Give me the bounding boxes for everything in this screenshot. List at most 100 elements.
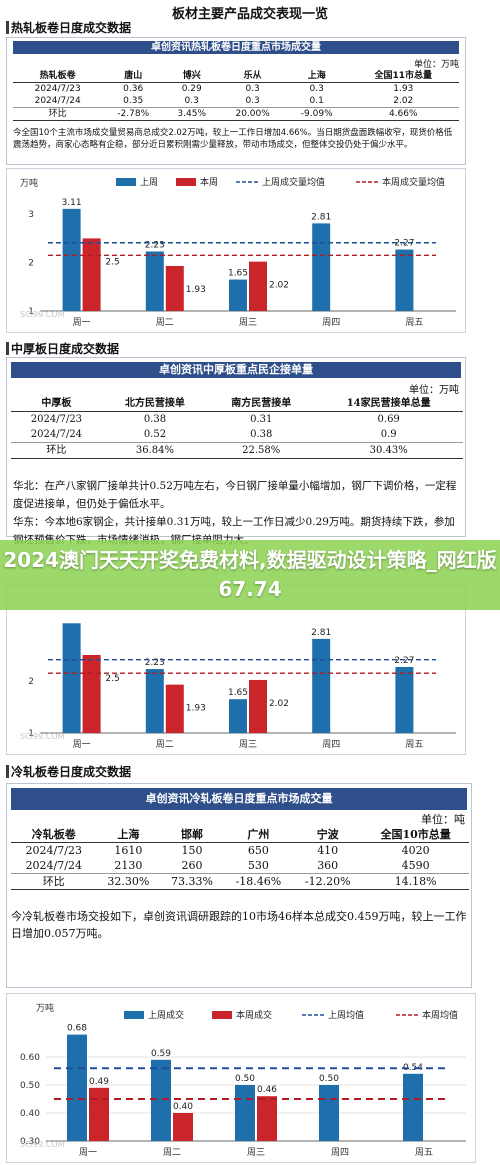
cell: 20.00%	[219, 107, 286, 121]
cell: 14.18%	[362, 873, 469, 890]
legend-label: 本周成交量均值	[382, 176, 445, 188]
table-row: 2024/7/24 2130 260 530 360 4590	[11, 858, 469, 874]
bar-this-week	[173, 1113, 193, 1141]
x-tick-label: 周四	[331, 1147, 349, 1158]
x-tick-label: 周三	[239, 739, 257, 750]
y-axis-label: 万吨	[20, 177, 38, 189]
cell: 2024/7/23	[25, 844, 82, 857]
data-label: 1.93	[186, 285, 206, 295]
mid-table-header: 中厚板 北方民营接单 南方民营接单 14家民营接单总量	[11, 396, 463, 412]
data-label: 1.93	[186, 704, 206, 714]
cell: -2.78%	[102, 107, 165, 121]
legend-label: 上周成交	[148, 1009, 184, 1021]
cell: 0.3	[309, 84, 324, 94]
watermark-logo: SCI99.COM	[20, 732, 65, 741]
x-tick-label: 周一	[73, 317, 91, 328]
data-label: 2.5	[105, 674, 119, 684]
cell: 环比	[11, 873, 97, 890]
data-label: 0.59	[151, 1049, 171, 1059]
cell: 0.1	[309, 96, 324, 106]
data-label: 2.02	[269, 699, 289, 709]
bar-last-week	[67, 1034, 87, 1141]
cell: -9.09%	[285, 107, 348, 121]
hot-unit: 单位：万吨	[413, 60, 459, 70]
bar-last-week	[62, 208, 81, 311]
cell: 1610	[114, 843, 143, 857]
bar-last-week	[229, 279, 247, 311]
y-tick-label: 0.50	[20, 1081, 40, 1091]
data-label: 3.11	[62, 198, 82, 208]
y-axis-label: 万吨	[36, 1002, 54, 1014]
cell: 0.38	[250, 428, 273, 440]
hot-th: 博兴	[164, 70, 220, 83]
cell: 260	[181, 858, 203, 872]
data-label: 1.65	[228, 688, 248, 698]
mid-th: 北方民营接单	[101, 396, 209, 412]
hot-th: 乐从	[219, 70, 286, 83]
legend-swatch	[212, 1011, 232, 1019]
cell: 32.30%	[96, 873, 161, 890]
cell: 0.69	[377, 413, 400, 425]
x-tick-label: 周五	[405, 739, 423, 750]
table-row: 环比 -2.78% 3.45% 20.00% -9.09% 4.66%	[13, 107, 459, 121]
legend-label: 本周	[200, 176, 218, 188]
watermark-logo: SCI99.COM	[20, 1140, 65, 1149]
table-row: 2024/7/23 0.36 0.29 0.3 0.3 1.93	[13, 83, 459, 96]
page-title: 板材主要产品成交表现一览	[171, 7, 328, 22]
mid-section-title: 中厚板日度成交数据	[11, 342, 120, 356]
y-tick-label: 3	[28, 210, 34, 220]
cell: 环比	[11, 442, 102, 459]
y-tick-label: 2	[28, 259, 34, 269]
cell: -12.20%	[293, 873, 363, 890]
cell: 22.58%	[208, 442, 315, 459]
hot-table-title: 卓创资讯热轧板卷日度重点市场成交量	[13, 41, 459, 54]
data-label: 2.27	[394, 239, 414, 249]
data-label: 0.68	[67, 1024, 87, 1034]
cold-section-title: 冷轧板卷日度成交数据	[11, 765, 132, 779]
bar-last-week	[145, 251, 164, 311]
bar-last-week	[145, 669, 164, 733]
hot-section-title: 热轧板卷日度成交数据	[11, 21, 132, 35]
bar-last-week	[312, 638, 331, 733]
table-row: 2024/7/23 0.38 0.31 0.69	[11, 412, 463, 428]
mid-table-card: 卓创资讯中厚板重点民企接单量 单位：万吨 中厚板 北方民营接单 南方民营接单 1…	[6, 357, 466, 546]
bar-this-week	[82, 238, 101, 311]
cell: 530	[247, 858, 269, 872]
cold-table-card: 卓创资讯冷轧板卷日度重点市场成交量 单位：吨 冷轧板卷 上海 邯郸 广州 宁波 …	[6, 783, 472, 988]
mid-table: 中厚板 北方民营接单 南方民营接单 14家民营接单总量 2024/7/23 0.3…	[11, 396, 463, 459]
cold-th: 邯郸	[160, 827, 224, 843]
x-tick-label: 周二	[156, 317, 174, 328]
data-label: 0.49	[89, 1077, 109, 1087]
cell: 0.3	[245, 96, 260, 106]
cell: 0.38	[143, 413, 167, 425]
bar-this-week	[165, 684, 184, 733]
cell: 73.33%	[160, 873, 224, 890]
data-label: 2.5	[105, 257, 119, 267]
mid-chart: 1 2 周一 2.5 周二 2.23 1.93 周三 1.65 2.02 周四 2.81 周五 2.27 S…	[6, 585, 466, 755]
data-label: 2.02	[269, 281, 289, 291]
y-tick-label: 1	[28, 729, 34, 739]
y-tick-label: 0.40	[20, 1109, 40, 1119]
cell: 2024/7/24	[30, 429, 83, 440]
bar-last-week	[151, 1059, 171, 1141]
cell: 2024/7/23	[34, 84, 81, 94]
hot-table-card: 卓创资讯热轧板卷日度重点市场成交量 单位：万吨 热轧板卷 唐山 博兴 乐从 上海…	[6, 37, 466, 165]
bar-this-week	[89, 1087, 109, 1141]
legend-label: 上周	[140, 177, 158, 188]
data-label: 0.46	[257, 1085, 277, 1095]
cell: 0.9	[380, 428, 397, 440]
cell: 4590	[401, 858, 430, 872]
cold-th: 广州	[223, 827, 294, 843]
legend-label: 上周均值	[328, 1009, 364, 1021]
data-label: 1.65	[228, 269, 248, 279]
x-tick-label: 周五	[405, 317, 423, 328]
cold-th: 上海	[96, 827, 161, 843]
cell: 3.45%	[164, 107, 220, 121]
cold-table: 冷轧板卷 上海 邯郸 广州 宁波 全国10市总量 2024/7/23 1610 15…	[11, 827, 469, 890]
bar-this-week	[249, 679, 267, 733]
cell: 2.02	[393, 96, 414, 106]
watermark-logo: SCI99.COM	[20, 310, 65, 319]
table-row: 2024/7/24 0.35 0.3 0.3 0.1 2.02	[13, 95, 459, 108]
mid-th: 中厚板	[11, 396, 102, 412]
x-tick-label: 周二	[163, 1147, 181, 1158]
